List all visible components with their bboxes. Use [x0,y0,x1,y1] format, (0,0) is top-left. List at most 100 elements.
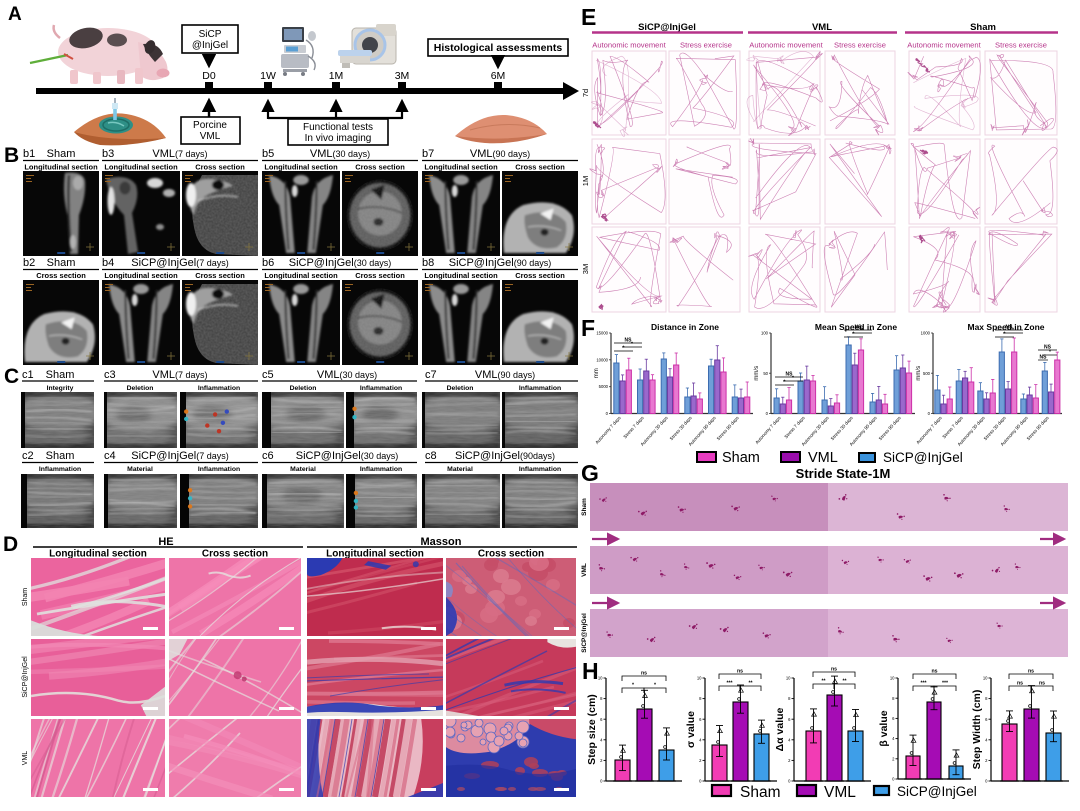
svg-text:0: 0 [766,411,769,416]
svg-text:Cross section: Cross section [515,271,565,280]
svg-text:c7: c7 [425,369,437,381]
svg-text:H: H [582,658,599,684]
svg-text:15000: 15000 [596,331,608,336]
svg-text:b1: b1 [23,148,35,160]
svg-text:VML: VML [581,563,588,577]
svg-text:Step size (cm): Step size (cm) [586,694,598,765]
svg-text:VML: VML [824,784,856,801]
svg-text:Inflammation: Inflammation [360,385,402,392]
svg-text:6: 6 [788,717,791,722]
svg-text:c8: c8 [425,450,437,462]
svg-text:*: * [792,376,794,382]
svg-text:Longitudinal section: Longitudinal section [104,271,178,280]
svg-text:100: 100 [761,331,769,336]
svg-text:Sham: Sham [22,588,29,606]
svg-text:1M: 1M [329,70,344,82]
svg-text:Autonomic movement: Autonomic movement [749,41,823,50]
svg-text:**: ** [821,679,826,685]
svg-text:0: 0 [985,779,988,784]
svg-text:*: * [631,342,633,348]
svg-text:2: 2 [600,758,603,763]
svg-text:@InjGel: @InjGel [192,40,228,51]
svg-text:Stride State-1M: Stride State-1M [796,466,891,481]
svg-text:SiCP@InjGel: SiCP@InjGel [22,656,29,698]
svg-text:Cross section: Cross section [36,271,86,280]
svg-text:10: 10 [890,676,895,681]
svg-text:b2: b2 [23,257,35,269]
svg-text:ns: ns [931,669,937,675]
svg-text:2: 2 [892,756,895,761]
svg-text:3M: 3M [581,264,590,274]
svg-text:10: 10 [983,676,988,681]
svg-text:b8: b8 [422,257,434,269]
svg-text:7d: 7d [581,89,590,97]
svg-text:Cross section: Cross section [478,549,544,560]
svg-text:ns: ns [1017,681,1023,687]
svg-text:Sham: Sham [46,369,75,381]
svg-text:Inflammation: Inflammation [360,466,402,473]
svg-text:Sham: Sham [581,498,588,516]
svg-text:8: 8 [985,696,988,701]
svg-text:b7: b7 [422,148,434,160]
svg-text:0: 0 [606,411,609,416]
svg-text:Autonomic movement: Autonomic movement [592,41,666,50]
svg-text:mm: mm [594,368,600,378]
svg-text:*: * [654,683,657,689]
svg-text:Stress exercise: Stress exercise [680,41,732,50]
svg-text:Inflammation: Inflammation [519,385,561,392]
svg-text:VML(90 days): VML(90 days) [470,148,530,160]
svg-text:*: * [1049,350,1051,356]
svg-text:Longitudinal section: Longitudinal section [326,549,424,560]
svg-text:Deletion: Deletion [127,385,154,392]
svg-text:SiCP@InjGel(7 days): SiCP@InjGel(7 days) [131,450,228,462]
svg-text:F: F [581,315,595,341]
svg-text:***: *** [942,681,949,687]
svg-text:C: C [4,365,19,388]
svg-text:6: 6 [699,717,702,722]
svg-text:Sham: Sham [740,784,781,801]
svg-text:0: 0 [788,779,791,784]
svg-text:b6: b6 [262,257,274,269]
svg-text:b4: b4 [102,257,114,269]
svg-text:0: 0 [600,779,603,784]
svg-text:5000: 5000 [599,384,609,389]
svg-text:A: A [8,4,22,25]
svg-text:*: * [861,328,863,334]
svg-text:SiCP@InjGel(90days): SiCP@InjGel(90days) [455,450,555,462]
svg-text:SiCP@InjGel(7 days): SiCP@InjGel(7 days) [131,257,228,269]
svg-text:10: 10 [786,676,791,681]
svg-text:NS: NS [625,338,633,344]
svg-text:E: E [581,4,596,30]
svg-text:Cross section: Cross section [355,163,405,172]
svg-text:Longitudinal section: Longitudinal section [424,163,498,172]
svg-text:SiCP@InjGel(30 days): SiCP@InjGel(30 days) [289,257,392,269]
svg-text:Longitudinal section: Longitudinal section [104,163,178,172]
svg-text:50: 50 [763,371,768,376]
svg-text:0: 0 [699,779,702,784]
svg-text:*: * [784,380,786,386]
svg-text:D0: D0 [202,70,216,82]
svg-text:SiCP@InjGel: SiCP@InjGel [897,784,977,799]
svg-text:10000: 10000 [596,357,608,362]
svg-text:8: 8 [788,696,791,701]
svg-text:Sham: Sham [47,257,76,269]
svg-text:Inflammation: Inflammation [198,466,240,473]
svg-text:3M: 3M [395,70,410,82]
svg-text:Longitudinal section: Longitudinal section [264,163,338,172]
svg-text:***: *** [726,681,733,687]
svg-text:4: 4 [699,737,702,742]
svg-text:VML: VML [808,450,838,466]
svg-text:ns: ns [1028,669,1034,675]
svg-text:Cross section: Cross section [355,271,405,280]
svg-text:Deletion: Deletion [447,385,474,392]
svg-text:Inflammation: Inflammation [39,466,81,473]
svg-text:G: G [581,460,599,486]
svg-text:σ value: σ value [685,711,697,748]
svg-text:VML(30 days): VML(30 days) [317,369,377,381]
svg-text:0: 0 [928,411,931,416]
svg-text:Material: Material [127,466,153,473]
svg-text:β value: β value [878,710,890,746]
svg-text:Stress exercise: Stress exercise [834,41,886,50]
svg-text:Material: Material [447,466,473,473]
svg-text:Sham: Sham [47,148,76,160]
